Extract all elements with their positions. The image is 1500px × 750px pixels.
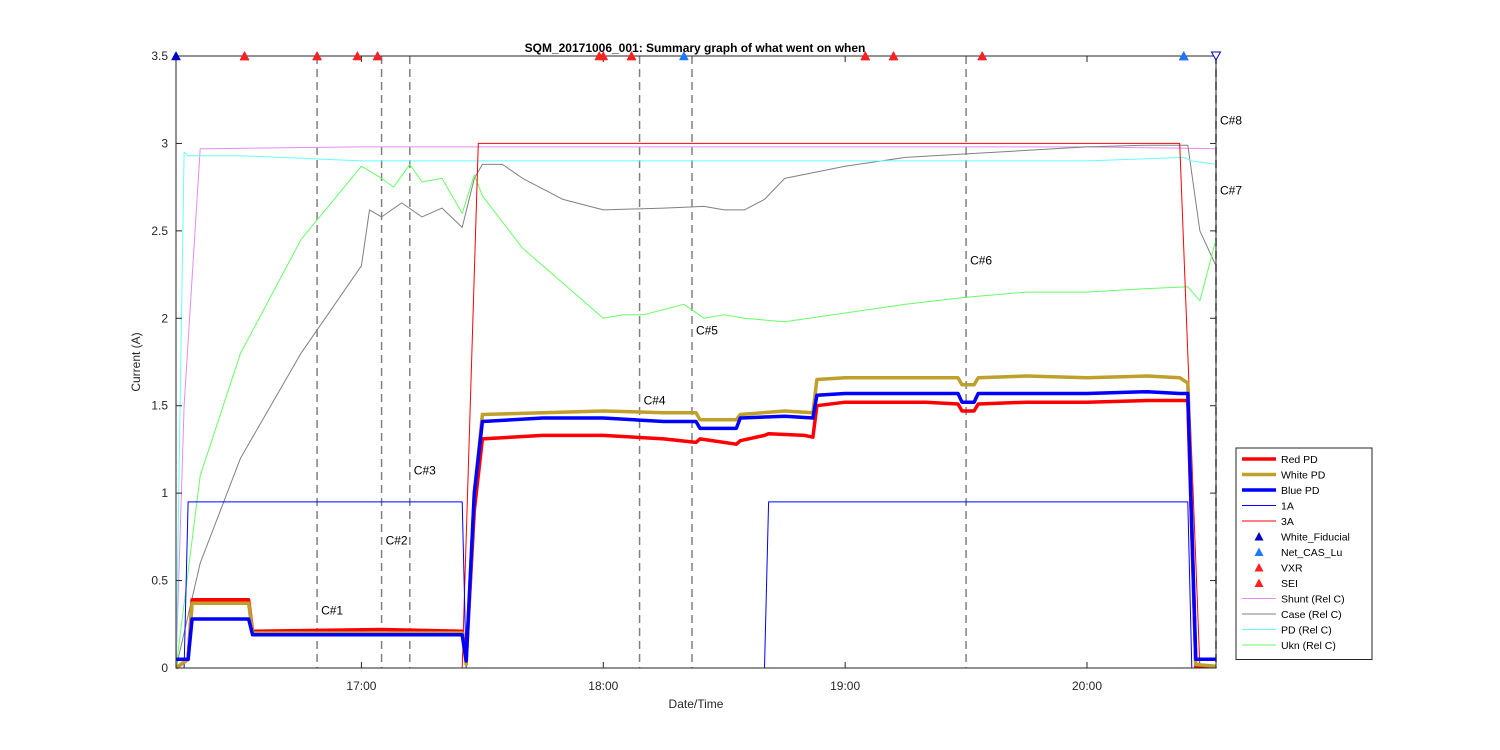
- x-tick-label: 18:00: [588, 679, 618, 693]
- event-marker-sei: [888, 50, 899, 61]
- annotation-label-c2: C#2: [386, 533, 408, 547]
- y-tick-label: 1: [161, 486, 168, 500]
- legend-marker-net-cas-lu: [1254, 547, 1264, 556]
- legend-label-vxr: VXR: [1281, 563, 1303, 575]
- legend-marker-sei: [1254, 578, 1264, 587]
- legend-label-pd-rel-c: PD (Rel C): [1281, 625, 1332, 637]
- annotation-label-c5: C#5: [696, 324, 718, 338]
- chart-title: SQM_20171006_001: Summary graph of what …: [525, 41, 866, 55]
- event-marker-vxr: [352, 50, 363, 61]
- y-tick-label: 2.5: [151, 224, 168, 238]
- event-marker-sei: [977, 50, 988, 61]
- annotation-label-c3: C#3: [414, 463, 436, 477]
- event-marker-sei: [598, 50, 609, 61]
- annotation-label-c4: C#4: [644, 393, 666, 407]
- x-tick-label: 19:00: [830, 679, 860, 693]
- event-marker-sei: [372, 50, 383, 61]
- event-marker-open: [1210, 51, 1222, 62]
- legend-marker-vxr: [1254, 563, 1264, 572]
- event-marker-sei: [860, 50, 871, 61]
- annotation-label-c1: C#1: [321, 603, 343, 617]
- legend-label-white-pd: White PD: [1281, 470, 1326, 482]
- plot-background: [176, 56, 1216, 668]
- series-line-case-rel-c: [176, 144, 1216, 669]
- legend-label-1a: 1A: [1281, 501, 1294, 513]
- y-tick-label: 2: [161, 311, 168, 325]
- legend-label-sei: SEI: [1281, 578, 1298, 590]
- x-tick-label: 17:00: [346, 679, 376, 693]
- event-marker-white-fiducial: [171, 50, 181, 61]
- y-axis-label: Current (A): [129, 332, 143, 391]
- y-tick-label: 1.5: [151, 399, 168, 413]
- plot-frame: [175, 55, 1217, 669]
- x-tick-label: 20:00: [1072, 679, 1102, 693]
- y-tick-label: 3: [161, 136, 168, 150]
- annotation-label-c8: C#8: [1220, 114, 1242, 128]
- event-marker-sei: [626, 50, 637, 61]
- legend-label-white-fiducial: White_Fiducial: [1281, 532, 1350, 544]
- annotation-label-c7: C#7: [1220, 184, 1242, 198]
- event-marker-net-cas-lu: [678, 50, 689, 61]
- annotation-label-c6: C#6: [970, 254, 992, 268]
- x-axis-label: Date/Time: [669, 697, 724, 711]
- legend-marker-white-fiducial: [1254, 532, 1264, 541]
- series-line-pd-rel-c: [176, 151, 1216, 669]
- event-marker-sei: [312, 50, 323, 61]
- legend-label-net-cas-lu: Net_CAS_Lu: [1281, 547, 1342, 559]
- legend: Red PD White PD Blue PD 1A 3A White_Fiducial N…: [1235, 447, 1373, 660]
- series-line-white-pd: [176, 374, 1216, 670]
- y-tick-label: 3.5: [151, 49, 168, 63]
- series-line-shunt-rel-c: [176, 146, 1216, 669]
- event-marker-sei: [239, 50, 250, 61]
- series-line-ukn-rel-c: [176, 163, 1216, 669]
- legend-label-shunt-rel-c: Shunt (Rel C): [1281, 594, 1345, 606]
- series-line-red-pd: [176, 398, 1216, 670]
- legend-label-3a: 3A: [1281, 516, 1294, 528]
- plot-area: C#1 C#2 C#3 C#4 C#5 C#6 C#7 C#8 0 0.5 1 1.5 2 2.5 3 3.5…: [151, 49, 1242, 693]
- y-tick-label: 0.5: [151, 574, 168, 588]
- legend-label-case-rel-c: Case (Rel C): [1281, 609, 1342, 621]
- y-tick-label: 0: [161, 661, 168, 675]
- event-marker-net-cas-lu: [1178, 50, 1189, 61]
- legend-label-ukn-rel-c: Ukn (Rel C): [1281, 640, 1336, 652]
- legend-label-blue-pd: Blue PD: [1281, 485, 1320, 497]
- legend-label-red-pd: Red PD: [1281, 454, 1318, 466]
- series-line-blue-pd: [176, 389, 1216, 663]
